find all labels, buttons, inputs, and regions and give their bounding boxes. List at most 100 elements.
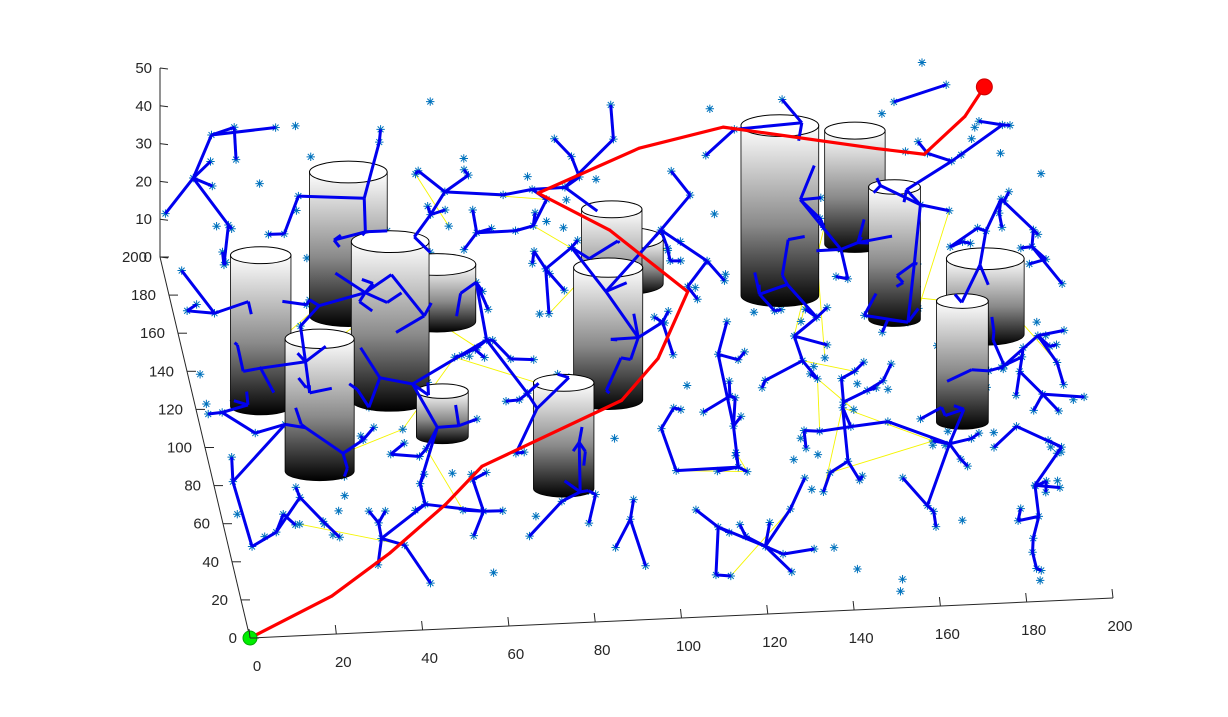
path-waypoint (444, 502, 447, 506)
tree-edge (510, 357, 534, 362)
tree-edge (362, 198, 367, 232)
tree-edge (835, 275, 849, 281)
tree-edge (282, 513, 297, 526)
tree-edge (744, 534, 767, 548)
tree-edge (714, 526, 720, 575)
tree-edge (960, 264, 982, 304)
tree-edge (1033, 446, 1063, 487)
tree-edge (305, 299, 311, 306)
tree-edge (895, 274, 905, 284)
obstacle-top (308, 160, 388, 184)
tree-edge (858, 475, 864, 481)
tree-edge (485, 339, 529, 395)
link-segment (802, 360, 855, 372)
sample-point (989, 428, 998, 437)
tree-edge (673, 406, 682, 412)
tree-edge (251, 530, 278, 548)
z-tick-mark (159, 218, 169, 221)
y-tick-label: 200 (122, 249, 147, 266)
tree-edge (984, 198, 1003, 232)
tree-edge (792, 335, 804, 362)
sample-point (796, 434, 805, 443)
tree-edge (318, 291, 366, 308)
tree-edge (732, 415, 743, 427)
tree-edge (1034, 479, 1047, 488)
sample-point (448, 469, 457, 478)
tree-edge (616, 240, 621, 244)
tree-edge (227, 224, 233, 230)
sample-point (426, 97, 435, 106)
tree-edge (992, 425, 1018, 449)
tree-edge (192, 177, 230, 226)
sample-point (974, 428, 984, 438)
tree-edge (390, 452, 420, 459)
sample-point (789, 455, 798, 464)
tree-edge (577, 441, 587, 453)
sample-point (444, 221, 453, 231)
tree-edge (604, 290, 640, 339)
tree-edge (359, 435, 365, 441)
tree-edge (637, 320, 664, 339)
tree-edge (1035, 567, 1042, 572)
tree-edge (660, 407, 675, 430)
tree-edge (377, 510, 387, 524)
tree-edge (308, 298, 320, 307)
tree-edge (818, 217, 826, 228)
tree-edge (309, 386, 333, 395)
sample-point (334, 506, 343, 516)
tree-edge (1018, 370, 1044, 396)
tree-edge (348, 382, 359, 391)
tree-edge (959, 458, 969, 468)
tree-edge (763, 522, 772, 547)
z-tick-label: 20 (135, 173, 152, 190)
sample-point (255, 179, 264, 188)
sample-point (280, 229, 289, 239)
tree-edge (702, 394, 731, 414)
tree-edge (737, 350, 746, 361)
tree-edge (455, 293, 463, 317)
tree-edge (413, 213, 432, 238)
sample-point (878, 328, 887, 337)
tree-edge (1000, 197, 1035, 231)
tree-edge (259, 366, 263, 370)
tree-edge (1041, 393, 1060, 413)
tree-edge (670, 170, 692, 197)
tree-edge (1047, 439, 1063, 449)
tree-edge (210, 125, 235, 137)
obstacle-body (230, 254, 292, 416)
tree-edge (474, 282, 489, 341)
tree-edge (430, 208, 446, 217)
y-tick-label: 60 (193, 516, 210, 533)
obstacle-cylinder (935, 293, 989, 430)
obstacle-top (284, 328, 355, 349)
z-tick-mark (159, 105, 169, 108)
sample-point (1069, 395, 1078, 404)
tree-edge (729, 394, 736, 400)
sample-point (693, 294, 702, 304)
sample-point (489, 568, 498, 577)
tree-edge (474, 348, 486, 359)
tree-edge (476, 338, 488, 349)
tree-edge (717, 465, 739, 473)
tree-edge (803, 429, 820, 433)
tree-edge (716, 321, 729, 355)
sample-point (916, 414, 925, 424)
tree-edge (259, 367, 276, 394)
sample-point (898, 575, 907, 584)
sample-point (928, 441, 938, 450)
tree-edge (799, 198, 822, 220)
tree-edge (887, 420, 951, 446)
tree-edge (705, 259, 726, 282)
tree-edge (332, 239, 341, 248)
link-segment (415, 173, 450, 227)
tree-edge (213, 300, 249, 315)
tree-edge (424, 426, 439, 450)
sample-point (335, 533, 344, 542)
tree-edge (1002, 191, 1011, 202)
tree-edge (514, 407, 539, 454)
tree-edge (906, 307, 920, 324)
tree-edge (222, 261, 228, 266)
tree-edge (1044, 480, 1048, 493)
path-waypoint (536, 191, 540, 195)
tree-edge (411, 338, 488, 386)
